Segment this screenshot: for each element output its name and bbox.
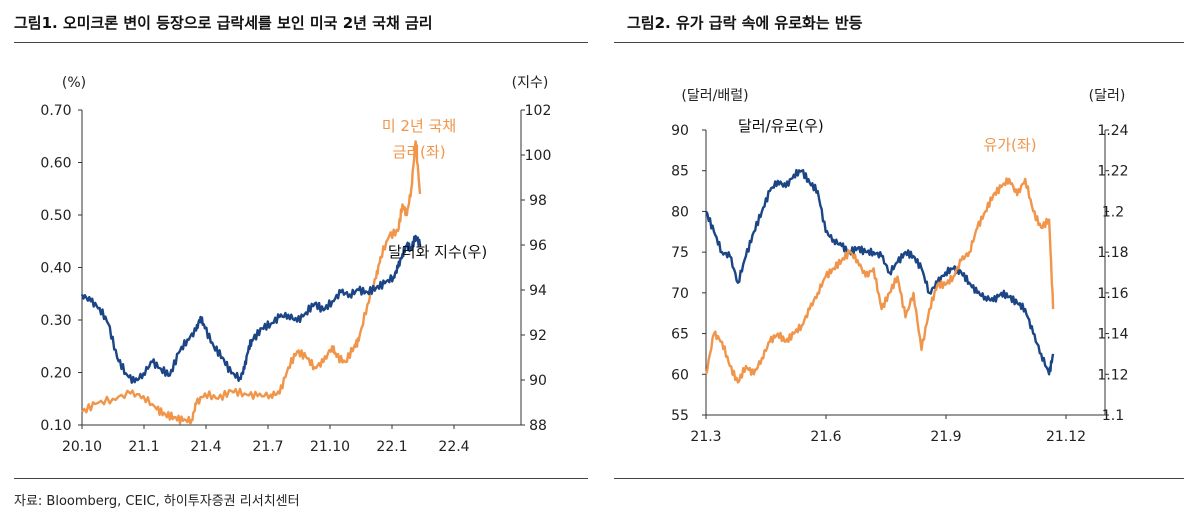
chart1-right-tick-label: 94 bbox=[529, 283, 547, 299]
chart2-left-tick-label: 55 bbox=[671, 408, 689, 424]
chart1-x-tick-label: 22.1 bbox=[376, 439, 407, 455]
chart2-x-tick-label: 21.6 bbox=[810, 429, 841, 445]
chart1-series-line-1 bbox=[81, 140, 422, 425]
source-note: 자료: Bloomberg, CEIC, 하이투자증권 리서치센터 bbox=[14, 494, 300, 509]
chart1-left-tick-label: 0.20 bbox=[40, 366, 71, 382]
chart1-x-tick-label: 21.4 bbox=[190, 439, 221, 455]
chart1-title: 그림1. 오미크론 변이 등장으로 급락세를 보인 미국 2년 국채 금리 bbox=[14, 14, 433, 32]
chart2-right-tick-label: 1.2 bbox=[1102, 204, 1124, 220]
chart1-x-tick-label: 21.10 bbox=[310, 439, 350, 455]
chart1-left-tick-label: 0.70 bbox=[40, 103, 71, 119]
chart2-title: 그림2. 유가 급락 속에 유로화는 반등 bbox=[627, 14, 863, 32]
chart2-right-tick-label: 1.1 bbox=[1102, 408, 1124, 424]
chart2-right-tick-label: 1.22 bbox=[1097, 164, 1128, 180]
chart1-x-tick-label: 22.4 bbox=[438, 439, 469, 455]
chart2-series-line-2 bbox=[704, 177, 1055, 384]
chart1-left-tick-label: 0.10 bbox=[40, 418, 71, 434]
chart1-title-rule bbox=[14, 42, 588, 43]
chart1-right-tick-label: 100 bbox=[525, 148, 552, 164]
chart2-bottom-rule bbox=[614, 478, 1184, 479]
chart2-x-tick-label: 21.9 bbox=[930, 429, 961, 445]
chart1-left-unit: (%) bbox=[62, 75, 86, 91]
chart2-left-tick-label: 75 bbox=[671, 245, 689, 261]
chart1-series-line-2 bbox=[80, 234, 422, 384]
chart2-right-tick-label: 1.16 bbox=[1097, 286, 1128, 302]
chart1-right-tick-label: 98 bbox=[529, 193, 547, 209]
chart2-x-tick-label: 21.3 bbox=[690, 429, 721, 445]
chart1-left-tick-label: 0.40 bbox=[40, 261, 71, 277]
chart1: 0.70 0.60 0.50 0.40 0.30 0.20 0.10 102 100 98 96 94… bbox=[40, 75, 551, 455]
chart2-right-tick-label: 1.24 bbox=[1097, 123, 1128, 139]
chart2-right-tick-label: 1.12 bbox=[1097, 367, 1128, 383]
chart1-left-tick-label: 0.50 bbox=[40, 208, 71, 224]
chart2-left-tick-label: 60 bbox=[671, 367, 689, 383]
chart2-left-tick-label: 80 bbox=[671, 204, 689, 220]
chart2-series-label-2: 유가(좌) bbox=[983, 136, 1036, 154]
chart2-left-tick-label: 65 bbox=[671, 327, 689, 343]
chart2-right-unit: (달러) bbox=[1089, 88, 1126, 104]
chart2: 90 85 80 75 70 65 60 55 1.24 1.22 1.2 1.18 1.16 1.14 1… bbox=[671, 88, 1129, 445]
chart2-left-tick-label: 70 bbox=[671, 286, 689, 302]
chart2-series-label-1: 달러/유로(우) bbox=[738, 117, 824, 135]
chart1-series-label-1: 미 2년 국채 bbox=[382, 117, 456, 135]
chart2-left-tick-label: 85 bbox=[671, 164, 689, 180]
chart2-title-rule bbox=[614, 42, 1184, 43]
chart1-bottom-rule bbox=[14, 478, 588, 479]
chart1-right-tick-label: 102 bbox=[525, 103, 552, 119]
chart2-left-tick-label: 90 bbox=[671, 123, 689, 139]
chart2-right-tick-label: 1.14 bbox=[1097, 327, 1128, 343]
chart1-left-tick-label: 0.30 bbox=[40, 313, 71, 329]
chart1-series-label-2: 달러화 지수(우) bbox=[388, 243, 487, 261]
chart1-right-tick-label: 96 bbox=[529, 238, 547, 254]
chart2-series-line-1 bbox=[704, 168, 1055, 376]
chart2-right-tick-label: 1.18 bbox=[1097, 245, 1128, 261]
chart1-right-tick-label: 88 bbox=[529, 418, 547, 434]
chart2-left-unit: (달러/배럴) bbox=[681, 88, 748, 104]
chart1-x-tick-label: 21.7 bbox=[252, 439, 283, 455]
chart1-right-tick-label: 92 bbox=[529, 328, 547, 344]
chart1-x-tick-label: 21.1 bbox=[128, 439, 159, 455]
chart1-left-tick-label: 0.60 bbox=[40, 156, 71, 172]
chart2-x-tick-label: 21.12 bbox=[1046, 429, 1086, 445]
chart1-x-tick-label: 20.10 bbox=[62, 439, 102, 455]
chart1-series-label-1: 금리(좌) bbox=[392, 143, 445, 161]
chart1-right-unit: (지수) bbox=[512, 75, 549, 91]
chart1-right-tick-label: 90 bbox=[529, 373, 547, 389]
